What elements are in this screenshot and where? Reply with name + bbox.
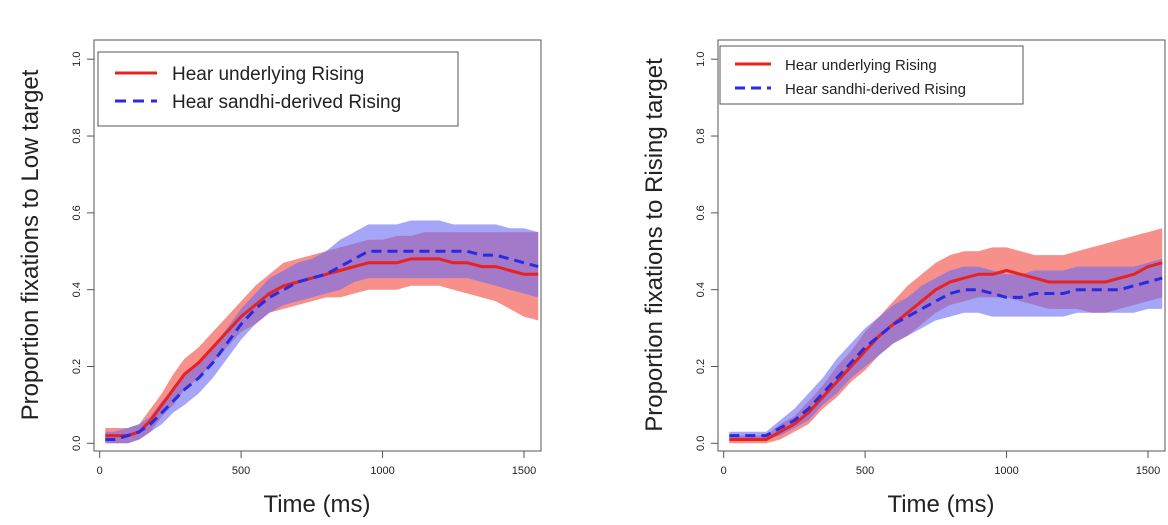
xlabel-right: Time (ms) <box>887 491 994 518</box>
ytick-label: 0.0 <box>71 436 83 451</box>
ytick-label: 0.2 <box>71 359 83 374</box>
xtick-label: 0 <box>721 465 727 477</box>
band-series-2 <box>729 258 1163 440</box>
ytick-label: 1.0 <box>695 52 707 67</box>
ytick-label: 0.8 <box>71 128 83 143</box>
chart-panel-left: 0 500 1000 1500 0.0 0.2 0.4 0.6 0.8 1.0 Time (ms… <box>17 39 542 518</box>
band-group-right <box>729 228 1163 444</box>
ytick-label: 0.8 <box>695 128 707 143</box>
xtick-label: 1000 <box>370 465 394 477</box>
xaxis-right: 0 500 1000 1500 <box>721 451 1160 477</box>
line-group-left <box>105 249 539 441</box>
band-group-left <box>105 220 539 444</box>
xaxis-left: 0 500 1000 1500 <box>97 451 536 477</box>
legend-label-underlying-left: Hear underlying Rising <box>172 64 364 85</box>
xtick-label: 500 <box>232 465 250 477</box>
band-series-2 <box>105 220 539 444</box>
xtick-label: 1500 <box>512 465 536 477</box>
chart-panel-right: 0 500 1000 1500 0.0 0.2 0.4 0.6 0.8 1.0 Time (ms… <box>641 39 1166 518</box>
plot-frame-left <box>93 39 542 452</box>
ytick-label: 0.0 <box>695 436 707 451</box>
ylabel-right: Proportion fixations to Rising target <box>641 58 668 432</box>
line-series-2 <box>729 276 1163 438</box>
ylabel-left: Proportion fixations to Low target <box>17 69 44 420</box>
legend-box-right <box>719 45 1024 105</box>
legend-right: Hear underlying Rising Hear sandhi-deriv… <box>719 45 1024 105</box>
legend-label-sandhi-left: Hear sandhi-derived Rising <box>172 92 401 113</box>
ytick-label: 1.0 <box>71 52 83 67</box>
legend-label-underlying-right: Hear underlying Rising <box>785 57 937 74</box>
line-series-1 <box>105 257 539 438</box>
xtick-label: 0 <box>97 465 103 477</box>
ytick-label: 0.4 <box>695 282 707 297</box>
xlabel-left: Time (ms) <box>263 491 370 518</box>
line-series-2 <box>105 249 539 441</box>
yaxis-left: 0.0 0.2 0.4 0.6 0.8 1.0 <box>71 52 94 451</box>
plot-frame-right <box>717 39 1166 452</box>
ytick-label: 0.4 <box>71 282 83 297</box>
legend-label-sandhi-right: Hear sandhi-derived Rising <box>785 81 966 98</box>
band-series-1 <box>105 232 539 444</box>
legend-box-left <box>97 51 459 127</box>
xtick-label: 1500 <box>1136 465 1160 477</box>
legend-left: Hear underlying Rising Hear sandhi-deriv… <box>97 51 459 127</box>
ytick-label: 0.6 <box>71 205 83 220</box>
ytick-label: 0.2 <box>695 359 707 374</box>
yaxis-right: 0.0 0.2 0.4 0.6 0.8 1.0 <box>695 52 718 451</box>
ytick-label: 0.6 <box>695 205 707 220</box>
line-series-1 <box>729 261 1163 441</box>
xtick-label: 500 <box>856 465 874 477</box>
xtick-label: 1000 <box>994 465 1018 477</box>
line-group-right <box>729 261 1163 441</box>
